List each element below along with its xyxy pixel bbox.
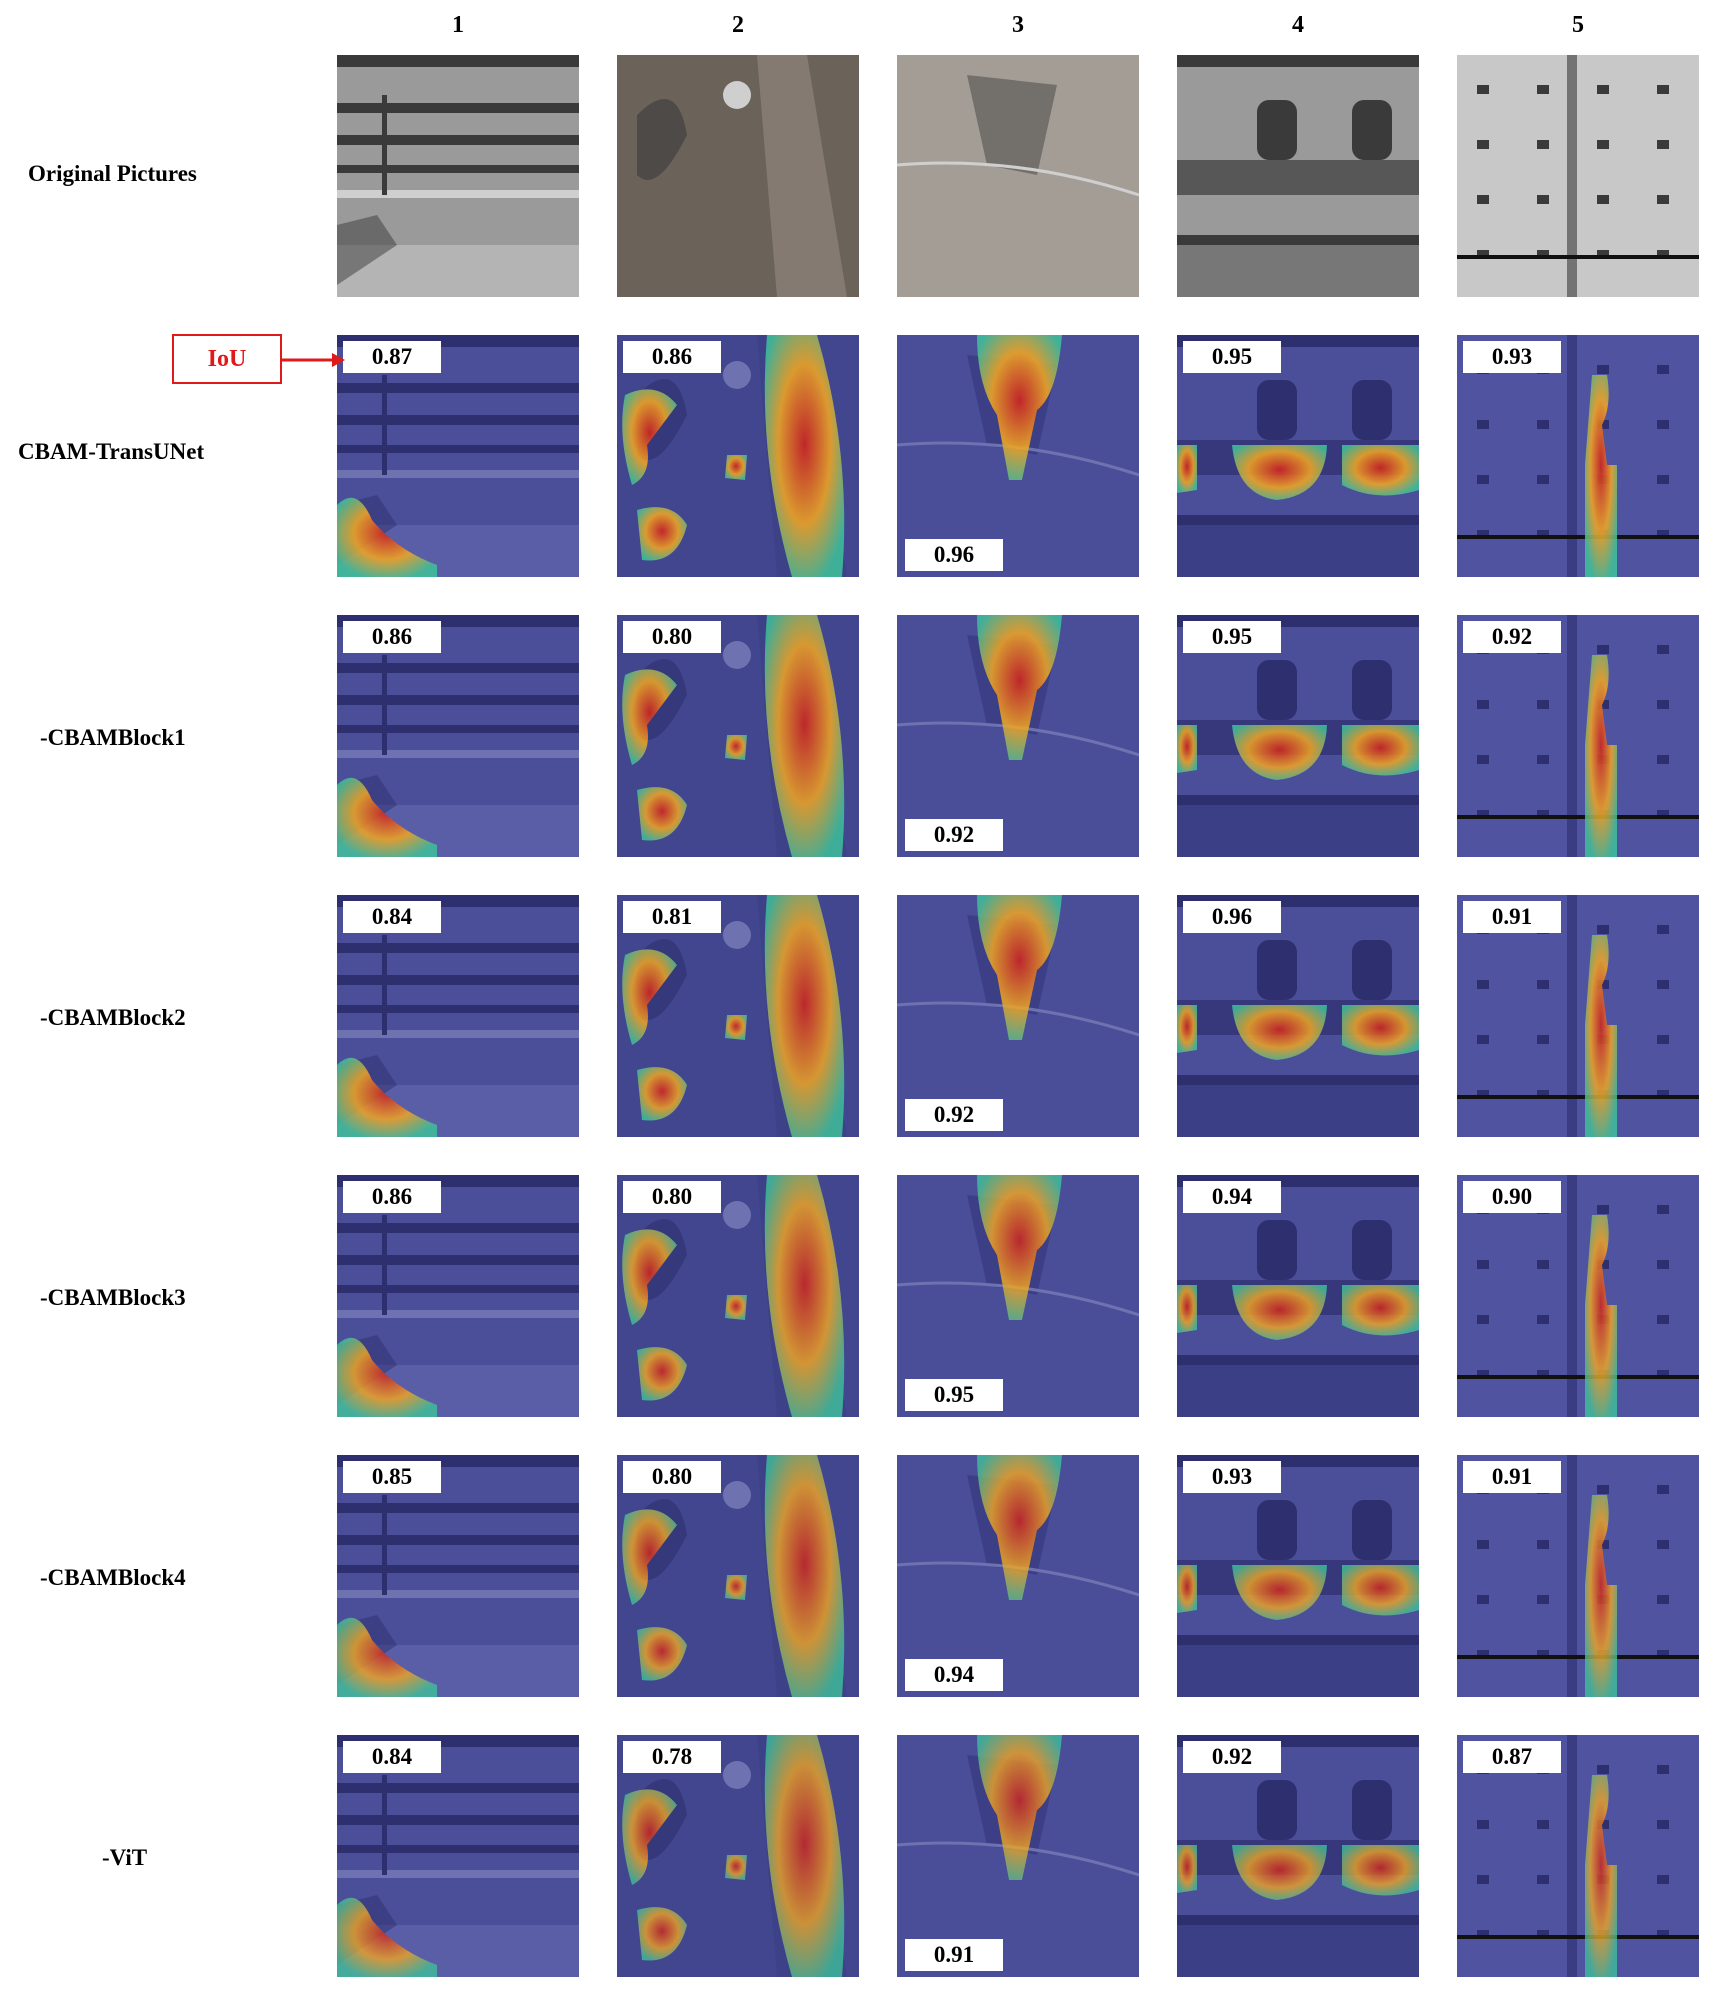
original-image-4	[1177, 55, 1419, 297]
heatmap-image	[897, 1175, 1139, 1417]
row-label-1: Original Pictures	[28, 161, 197, 186]
iou-value: 0.93	[1463, 341, 1561, 373]
heatmap-image	[1457, 615, 1699, 857]
heatmap-image	[1457, 1735, 1699, 1977]
original-image-2	[617, 55, 859, 297]
heatmap-image	[1177, 895, 1419, 1137]
iou-value: 0.96	[905, 539, 1003, 571]
heatmap-image	[1457, 895, 1699, 1137]
iou-value: 0.95	[1183, 621, 1281, 653]
iou-value: 0.80	[623, 1181, 721, 1213]
iou-value: 0.81	[623, 901, 721, 933]
heatmap-image	[1177, 1175, 1419, 1417]
iou-value: 0.94	[905, 1659, 1003, 1691]
heatmap-image	[337, 1735, 579, 1977]
iou-value: 0.92	[905, 819, 1003, 851]
heatmap-image	[617, 895, 859, 1137]
iou-value: 0.92	[1463, 621, 1561, 653]
heatmap-image	[337, 895, 579, 1137]
iou-legend-arrow	[282, 353, 345, 367]
iou-value: 0.94	[1183, 1181, 1281, 1213]
row-label-3: -CBAMBlock1	[40, 725, 186, 750]
heatmap-image	[1177, 335, 1419, 577]
iou-legend-label: IoU	[207, 346, 247, 372]
iou-value: 0.84	[343, 1741, 441, 1773]
heatmap-image	[1457, 335, 1699, 577]
heatmap-image	[337, 1455, 579, 1697]
heatmap-image	[897, 1455, 1139, 1697]
iou-value: 0.80	[623, 621, 721, 653]
iou-value: 0.95	[1183, 341, 1281, 373]
iou-value: 0.85	[343, 1461, 441, 1493]
iou-value: 0.78	[623, 1741, 721, 1773]
iou-value: 0.87	[343, 341, 441, 373]
row-label-4: -CBAMBlock2	[40, 1005, 186, 1030]
row-label-6: -CBAMBlock4	[40, 1565, 186, 1590]
iou-value: 0.87	[1463, 1741, 1561, 1773]
heatmap-image	[1177, 1455, 1419, 1697]
row-label-5: -CBAMBlock3	[40, 1285, 186, 1310]
original-image-3	[897, 55, 1139, 297]
heatmap-image	[1177, 615, 1419, 857]
column-number-5: 5	[1572, 12, 1584, 38]
heatmap-image	[1457, 1175, 1699, 1417]
iou-value: 0.91	[905, 1939, 1003, 1971]
iou-value: 0.86	[343, 1181, 441, 1213]
original-image-1	[337, 55, 579, 297]
iou-value: 0.95	[905, 1379, 1003, 1411]
column-number-3: 3	[1012, 12, 1024, 38]
iou-value: 0.93	[1183, 1461, 1281, 1493]
iou-value: 0.84	[343, 901, 441, 933]
heatmap-image	[337, 1175, 579, 1417]
iou-value: 0.80	[623, 1461, 721, 1493]
heatmap-image	[617, 615, 859, 857]
iou-legend-box: IoU	[172, 334, 282, 384]
iou-value: 0.86	[343, 621, 441, 653]
iou-value: 0.91	[1463, 901, 1561, 933]
heatmap-image	[897, 895, 1139, 1137]
column-number-4: 4	[1292, 12, 1304, 38]
heatmap-image	[617, 1735, 859, 1977]
iou-value: 0.96	[1183, 901, 1281, 933]
iou-value: 0.91	[1463, 1461, 1561, 1493]
row-label-2: CBAM-TransUNet	[18, 439, 205, 464]
heatmap-image	[1177, 1735, 1419, 1977]
heatmap-image	[617, 335, 859, 577]
heatmap-image	[897, 1735, 1139, 1977]
iou-value: 0.92	[1183, 1741, 1281, 1773]
heatmap-image	[1457, 1455, 1699, 1697]
heatmap-image	[897, 615, 1139, 857]
heatmap-image	[617, 1455, 859, 1697]
heatmap-image	[337, 615, 579, 857]
iou-value: 0.86	[623, 341, 721, 373]
original-image-5	[1457, 55, 1699, 297]
row-label-7: -ViT	[102, 1845, 148, 1870]
column-number-2: 2	[732, 12, 744, 38]
column-number-1: 1	[452, 12, 464, 38]
iou-value: 0.92	[905, 1099, 1003, 1131]
iou-value: 0.90	[1463, 1181, 1561, 1213]
heatmap-image	[897, 335, 1139, 577]
heatmap-image	[617, 1175, 859, 1417]
